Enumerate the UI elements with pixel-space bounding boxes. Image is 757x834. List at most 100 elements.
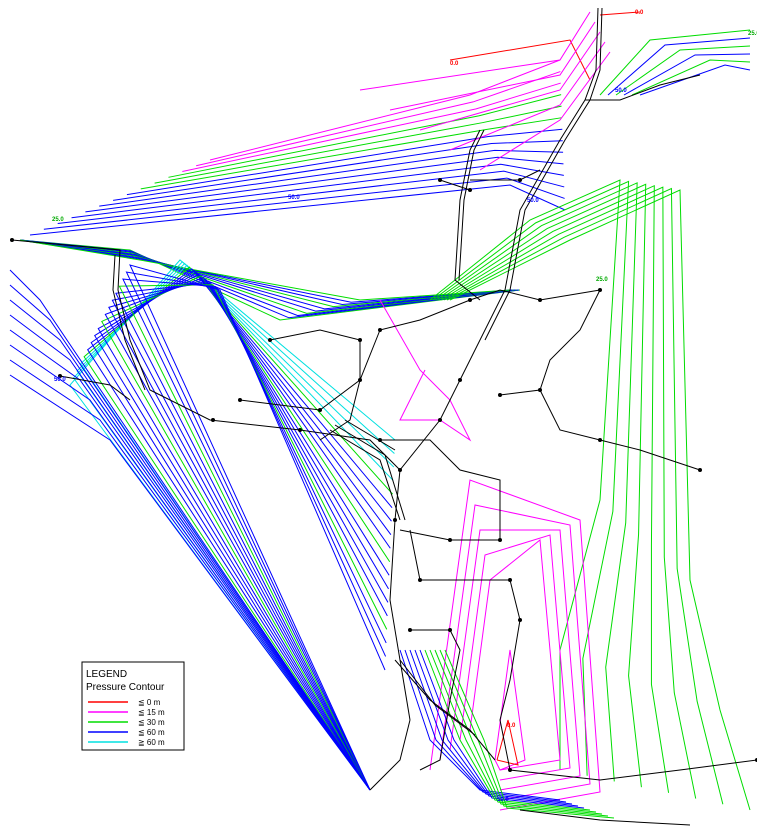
contour-line [429,649,597,813]
contour-line [419,31,601,131]
contour-line [439,649,609,817]
contour-line [168,94,562,178]
contour-label: 50.0 [288,195,300,201]
contour-label-layer: 0.0 0.0 25.0 50.0 25.0 50.0 50.0 25.0 50.0 0.0 50.… [52,10,757,803]
contour-line [9,284,371,791]
contour-line [359,11,591,91]
contour-line [479,51,611,171]
contour-line [108,278,389,791]
contour-label: 50.0 [527,198,539,204]
node [10,238,14,242]
contour-line [9,374,371,791]
contour-line [85,156,564,213]
contour-line [118,284,388,791]
contour-line [29,184,566,236]
contour-line [9,359,371,791]
contour-line [104,277,390,791]
contour-line [209,59,561,161]
contour-label: 0.0 [635,10,644,16]
node [238,398,242,402]
node [448,538,452,542]
contour-line [414,649,579,807]
contour-line [399,649,561,801]
node [318,408,322,412]
contour-label: 50.0 [615,88,627,94]
contour-line [122,278,387,791]
contour-label: 50.0 [497,797,509,803]
contour-line [599,29,751,96]
contour-line [469,539,561,771]
contour-line [404,649,567,803]
contour-line [97,273,391,791]
contour-line [9,269,371,791]
contour-label: 50.0 [54,377,66,383]
node [508,578,512,582]
contour-line [438,183,647,788]
node [438,418,442,422]
contour-line [43,177,565,230]
contour-line [9,314,371,791]
contour-line [9,344,371,791]
contour-line [439,504,591,801]
contour-line [623,53,751,96]
node [298,428,302,432]
node [438,178,442,182]
node [378,328,382,332]
node [518,178,522,182]
legend-label: ≦ 0 m [138,698,161,707]
contour-label: 25.0 [748,31,757,37]
contour-line [429,179,621,770]
contour-line [432,180,630,776]
contour-line [113,140,563,201]
contour-line [449,39,591,81]
contour-line [101,275,391,791]
contour-line [424,649,591,811]
contour-line [154,105,562,184]
contour-line [19,239,511,301]
contour-line [379,299,472,442]
contour-line [444,649,615,819]
contour-line [639,64,751,96]
contour-line [434,649,603,815]
contour-line [446,187,724,805]
node [508,768,512,772]
contour-lines [9,11,751,819]
legend-box [81,661,185,751]
contour-line [607,37,751,96]
node [358,338,362,342]
legend-label: ≦ 15 m [138,708,165,717]
contour-line [615,45,751,96]
contour-line [435,182,638,782]
contour-label: 25.0 [52,217,64,223]
node [538,388,542,392]
legend-subtitle: Pressure Contour [86,682,165,693]
legend: LEGEND Pressure Contour ≦ 0 m≦ 15 m≦ 30 … [81,661,185,751]
legend-label: ≦ 60 m [138,728,165,737]
contour-line [111,280,389,791]
node [498,538,502,542]
node [211,418,215,422]
node [538,298,542,302]
contour-line [94,271,392,791]
contour-line [71,163,564,219]
node [598,438,602,442]
contour-line [444,186,697,799]
contour-label: 0.0 [450,61,459,67]
contour-line [140,117,563,190]
node [518,618,522,622]
contour-line [9,329,371,791]
node [458,378,462,382]
nodes [10,178,757,772]
contour-line [57,170,565,224]
contour-line [494,649,526,771]
node [598,288,602,292]
contour-label: 25.0 [596,277,608,283]
legend-label: ≧ 60 m [138,738,165,747]
contour-line [449,529,581,791]
node [58,374,62,378]
contour-line [599,11,641,16]
contour-line [115,282,388,791]
node [408,628,412,632]
contour-line [196,71,561,167]
